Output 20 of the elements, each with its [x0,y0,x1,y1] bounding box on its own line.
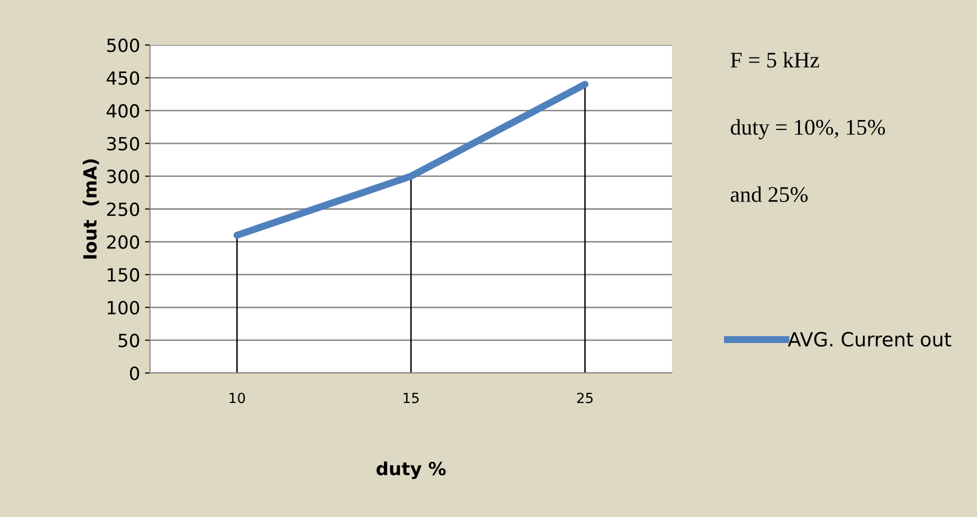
x-tick-label: 10 [230,392,245,404]
text: duty = 10%, 15% [730,119,885,140]
legend-label: AVG. Current out [788,332,952,347]
y-tick-label: 100 [108,300,140,315]
y-tick-label: 50 [118,334,140,348]
y-tick-label: 200 [107,235,140,249]
text: and 25% [730,186,808,202]
y-tick-label: 150 [108,268,140,282]
y-axis-title: Iout (mA) [82,159,99,259]
y-tick-label: 300 [107,170,140,184]
y-tick-label: 400 [106,104,140,118]
x-axis-title: duty % [376,461,446,480]
y-tick-label: 350 [107,136,140,151]
text: F = 5 kHz [730,52,820,68]
x-tick-label: 25 [577,392,593,404]
y-tick-label: 500 [107,38,140,52]
x-tick-label: 15 [404,392,419,404]
y-tick-label: 250 [107,202,140,216]
y-tick-label: 0 [130,366,140,380]
y-tick-label: 450 [106,71,140,85]
